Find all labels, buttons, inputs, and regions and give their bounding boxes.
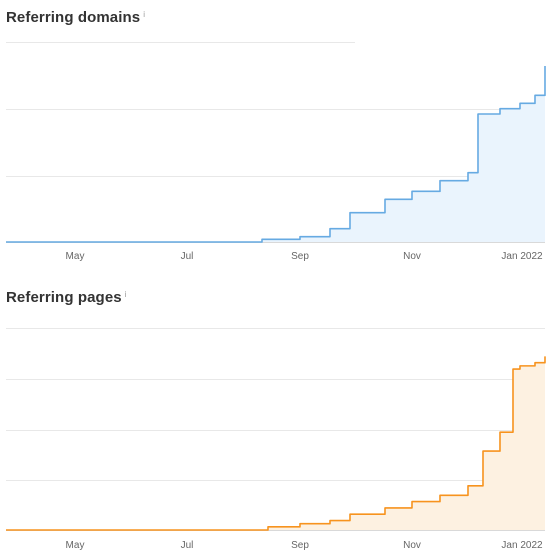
data-point[interactable] <box>511 367 515 371</box>
referring-pages-chart: May Jul Sep Nov Jan 2022 <box>4 328 547 551</box>
data-point[interactable] <box>348 211 352 215</box>
referring-pages-title: Referring pages i <box>6 289 127 306</box>
series-line <box>6 356 546 531</box>
info-icon[interactable]: i <box>143 10 146 19</box>
data-point[interactable] <box>410 500 414 504</box>
data-point[interactable] <box>348 512 352 516</box>
data-point[interactable] <box>383 197 387 201</box>
data-point[interactable] <box>481 449 485 453</box>
data-point[interactable] <box>4 240 8 244</box>
data-point[interactable] <box>328 227 332 231</box>
x-tick-label: May <box>66 540 85 551</box>
series-area <box>6 66 545 242</box>
data-point[interactable] <box>466 171 470 175</box>
data-point[interactable] <box>185 528 189 532</box>
data-point[interactable] <box>438 179 442 183</box>
data-point[interactable] <box>185 240 189 244</box>
x-tick-label: May <box>66 251 85 262</box>
data-point[interactable] <box>533 361 537 365</box>
referring-domains-chart: May Jul Sep Nov Jan 2022 <box>4 42 547 262</box>
data-point[interactable] <box>328 519 332 523</box>
data-point[interactable] <box>533 93 537 97</box>
series-area <box>6 356 545 530</box>
data-point[interactable] <box>243 240 247 244</box>
x-tick-label: Jan 2022 <box>501 251 543 262</box>
data-point[interactable] <box>438 493 442 497</box>
info-icon[interactable]: i <box>124 290 127 299</box>
x-tick-label: Sep <box>291 251 309 262</box>
x-tick-label: Jul <box>181 251 194 262</box>
x-tick-label: Jul <box>181 540 194 551</box>
x-tick-label: Nov <box>403 251 421 262</box>
data-point[interactable] <box>410 189 414 193</box>
x-tick-label: Sep <box>291 540 309 551</box>
data-point[interactable] <box>543 64 547 68</box>
data-point[interactable] <box>498 107 502 111</box>
x-tick-label: Jan 2022 <box>501 540 543 551</box>
data-point[interactable] <box>73 528 77 532</box>
data-point[interactable] <box>498 430 502 434</box>
series-line <box>6 65 546 243</box>
data-point[interactable] <box>298 235 302 239</box>
data-point[interactable] <box>128 528 132 532</box>
x-tick-label: Nov <box>403 540 421 551</box>
data-point[interactable] <box>383 506 387 510</box>
data-point[interactable] <box>4 528 8 532</box>
data-point[interactable] <box>466 484 470 488</box>
data-point[interactable] <box>543 354 547 358</box>
data-point[interactable] <box>128 240 132 244</box>
data-point[interactable] <box>298 522 302 526</box>
referring-domains-title: Referring domains i <box>6 9 146 26</box>
data-point[interactable] <box>518 364 522 368</box>
data-point[interactable] <box>260 237 264 241</box>
data-point[interactable] <box>73 240 77 244</box>
data-point[interactable] <box>266 525 270 529</box>
data-point[interactable] <box>476 112 480 116</box>
data-point[interactable] <box>518 101 522 105</box>
data-point[interactable] <box>243 528 247 532</box>
